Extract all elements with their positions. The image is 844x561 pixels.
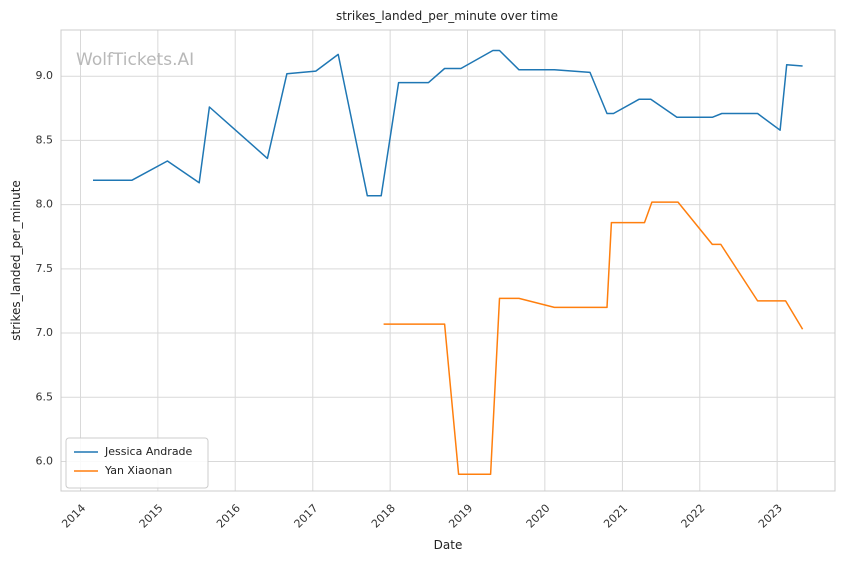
plot-area-frame [60, 29, 836, 492]
legend: Jessica Andrade Yan Xiaonan [65, 437, 209, 489]
legend-box [65, 437, 209, 489]
y-tick-label: 8.0 [36, 198, 54, 211]
legend-label: Jessica Andrade [104, 445, 193, 458]
y-tick-label: 9.0 [36, 69, 54, 82]
grid [61, 30, 835, 491]
y-tick-label: 7.5 [36, 262, 54, 275]
series-line-1 [383, 201, 804, 476]
x-axis-title: Date [434, 538, 463, 552]
y-tick-label: 8.5 [36, 133, 54, 146]
y-tick-label: 6.0 [36, 454, 54, 467]
y-tick-labels: 6.0 6.5 7.0 7.5 8.0 8.5 9.0 [36, 69, 54, 467]
chart-title: strikes_landed_per_minute over time [336, 9, 558, 23]
series-line-0 [93, 49, 803, 197]
y-axis-title: strikes_landed_per_minute [9, 180, 23, 341]
series-lines [93, 49, 804, 476]
y-tick-label: 7.0 [36, 326, 54, 339]
y-tick-label: 6.5 [36, 390, 54, 403]
watermark: WolfTickets.AI [76, 50, 194, 70]
legend-label: Yan Xiaonan [104, 464, 172, 477]
